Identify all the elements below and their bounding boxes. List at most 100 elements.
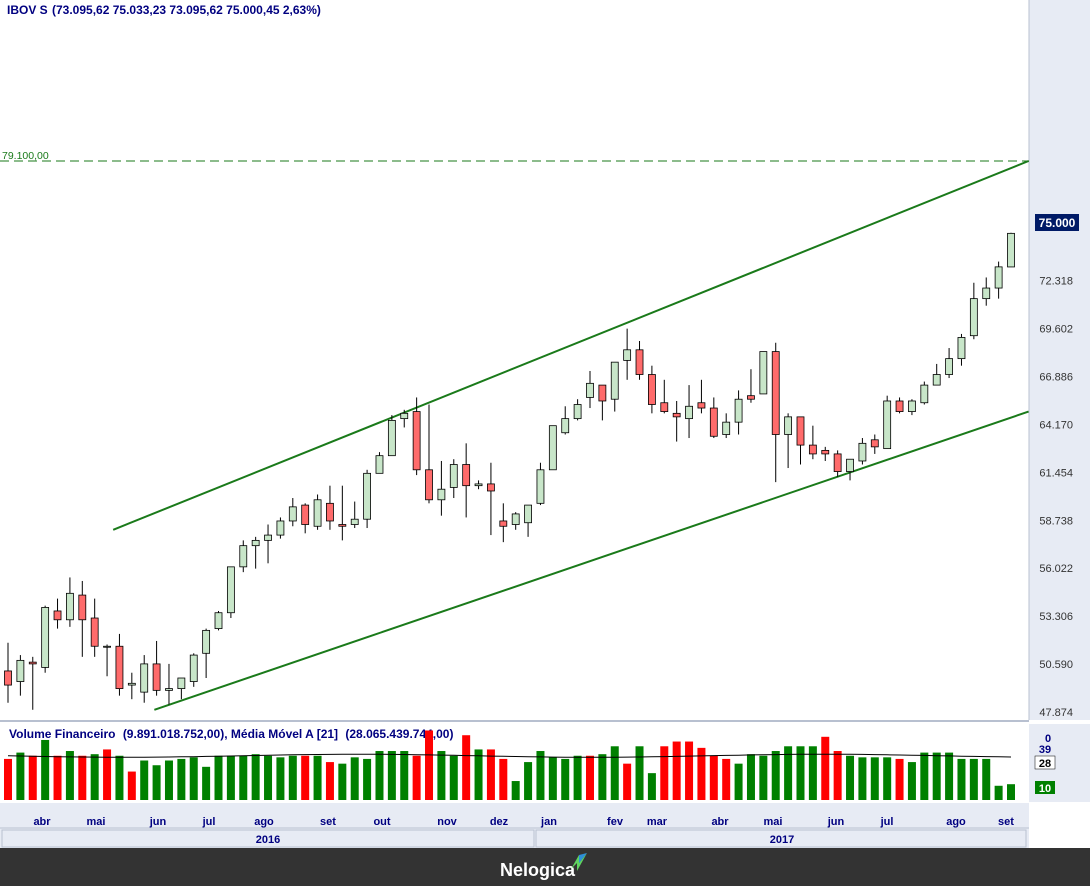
candle[interactable] bbox=[598, 384, 607, 421]
candle[interactable] bbox=[870, 434, 879, 454]
candle[interactable] bbox=[115, 633, 124, 696]
candle[interactable] bbox=[833, 450, 842, 477]
candle[interactable] bbox=[648, 365, 656, 414]
candle[interactable] bbox=[747, 369, 755, 403]
candle[interactable] bbox=[41, 605, 50, 673]
volume-bar bbox=[982, 758, 991, 800]
candle[interactable] bbox=[202, 628, 211, 679]
candle[interactable] bbox=[536, 462, 545, 506]
volume-bar bbox=[932, 752, 941, 800]
candle[interactable] bbox=[313, 494, 322, 530]
candle[interactable] bbox=[908, 399, 916, 416]
candle[interactable] bbox=[784, 413, 793, 469]
candle[interactable] bbox=[276, 517, 285, 539]
candle[interactable] bbox=[697, 379, 706, 414]
candle[interactable] bbox=[660, 379, 669, 414]
candle[interactable] bbox=[474, 480, 483, 490]
candle[interactable] bbox=[4, 642, 12, 703]
candle[interactable] bbox=[437, 460, 446, 516]
candle[interactable] bbox=[387, 415, 396, 457]
candle[interactable] bbox=[177, 677, 186, 700]
volume-bar bbox=[573, 755, 582, 800]
candle[interactable] bbox=[734, 390, 743, 435]
candle[interactable] bbox=[722, 413, 731, 439]
candle[interactable] bbox=[487, 462, 495, 536]
candle[interactable] bbox=[165, 663, 173, 705]
candle[interactable] bbox=[152, 640, 161, 696]
candle[interactable] bbox=[90, 598, 99, 657]
candle[interactable] bbox=[301, 503, 310, 534]
month-label: jul bbox=[202, 816, 216, 828]
candle[interactable] bbox=[226, 566, 235, 619]
candle[interactable] bbox=[586, 370, 594, 409]
candle[interactable] bbox=[685, 385, 693, 439]
candle[interactable] bbox=[635, 340, 644, 380]
volume-ma-label: 28 bbox=[1039, 758, 1051, 770]
volume-bar bbox=[338, 763, 347, 800]
candle[interactable] bbox=[1007, 232, 1015, 268]
candle[interactable] bbox=[78, 580, 87, 657]
candle[interactable] bbox=[326, 485, 334, 530]
volume-chart[interactable] bbox=[4, 730, 1015, 800]
candle[interactable] bbox=[412, 397, 421, 476]
candle[interactable] bbox=[127, 672, 136, 700]
candle[interactable] bbox=[239, 540, 248, 573]
candle[interactable] bbox=[28, 656, 37, 710]
candle[interactable] bbox=[350, 501, 359, 529]
candle[interactable] bbox=[400, 409, 409, 428]
candle[interactable] bbox=[561, 406, 570, 435]
candle[interactable] bbox=[338, 485, 347, 541]
volume-bar bbox=[78, 755, 87, 800]
candle[interactable] bbox=[883, 395, 892, 450]
volume-bar bbox=[746, 754, 755, 800]
candle[interactable] bbox=[375, 452, 384, 474]
candle[interactable] bbox=[140, 655, 149, 703]
candle[interactable] bbox=[759, 351, 768, 395]
candle[interactable] bbox=[932, 363, 941, 386]
volume-bar bbox=[635, 746, 644, 800]
candle[interactable] bbox=[994, 261, 1003, 299]
price-chart[interactable] bbox=[0, 160, 1029, 711]
candle[interactable] bbox=[796, 416, 805, 465]
candle[interactable] bbox=[425, 404, 433, 504]
candle[interactable] bbox=[709, 397, 718, 439]
candle[interactable] bbox=[858, 438, 867, 465]
candle[interactable] bbox=[920, 381, 929, 405]
current-price-label: 75.000 bbox=[1039, 216, 1076, 230]
candle[interactable] bbox=[573, 399, 582, 421]
candle[interactable] bbox=[548, 425, 557, 471]
candle[interactable] bbox=[449, 459, 458, 499]
candle[interactable] bbox=[264, 524, 272, 564]
volume-bar bbox=[920, 752, 929, 800]
candle[interactable] bbox=[808, 425, 817, 460]
candle[interactable] bbox=[511, 512, 520, 530]
candle[interactable] bbox=[846, 458, 854, 481]
candle[interactable] bbox=[610, 361, 619, 412]
candle[interactable] bbox=[288, 498, 297, 527]
candle[interactable] bbox=[214, 610, 223, 631]
candle[interactable] bbox=[363, 469, 371, 529]
candle[interactable] bbox=[895, 397, 904, 414]
candle[interactable] bbox=[672, 400, 681, 442]
volume-bar bbox=[437, 751, 446, 800]
candle[interactable] bbox=[189, 653, 198, 687]
candle[interactable] bbox=[957, 333, 966, 366]
candle[interactable] bbox=[945, 348, 953, 379]
candle[interactable] bbox=[982, 277, 991, 306]
candle[interactable] bbox=[499, 503, 508, 543]
volume-bar bbox=[486, 749, 495, 800]
candle[interactable] bbox=[771, 342, 780, 483]
candle[interactable] bbox=[16, 655, 25, 696]
candle[interactable] bbox=[53, 598, 62, 629]
candle[interactable] bbox=[103, 644, 111, 677]
candle[interactable] bbox=[66, 577, 74, 627]
candle[interactable] bbox=[821, 446, 830, 461]
candle[interactable] bbox=[251, 536, 260, 569]
candle[interactable] bbox=[969, 282, 978, 340]
candle[interactable] bbox=[462, 443, 471, 518]
volume-bar bbox=[301, 755, 310, 800]
candle[interactable] bbox=[623, 328, 632, 380]
candle[interactable] bbox=[524, 504, 532, 537]
month-label: abr bbox=[33, 816, 51, 828]
